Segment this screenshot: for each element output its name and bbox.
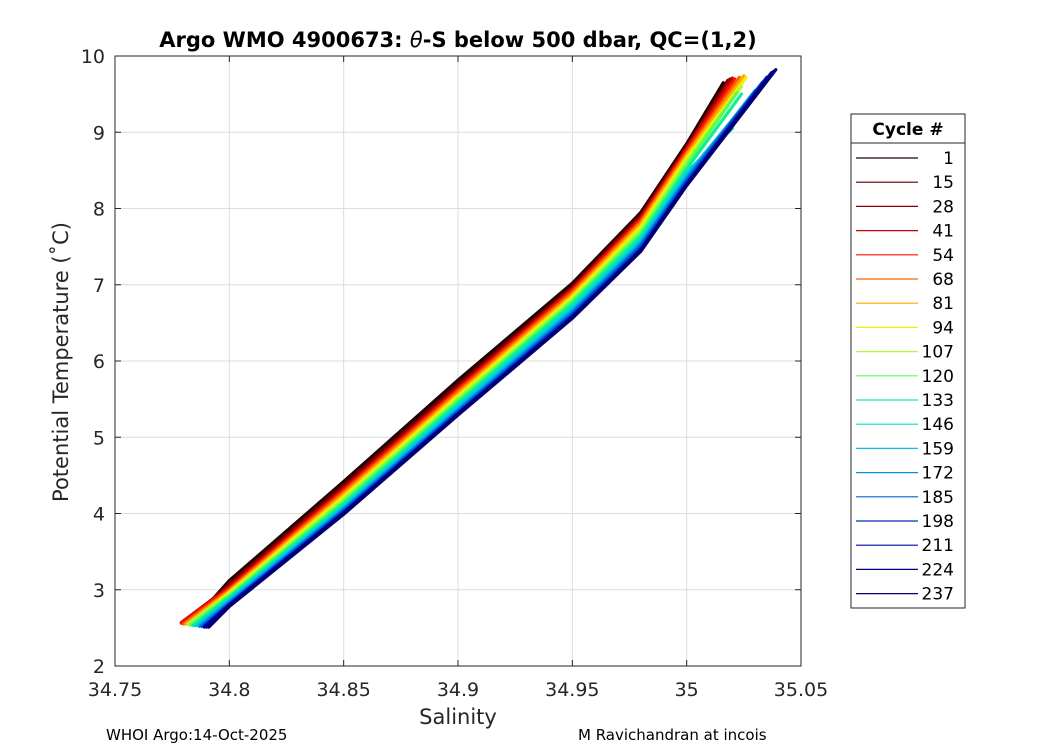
- x-tick-label: 34.75: [88, 679, 142, 701]
- legend-label: 198: [922, 512, 954, 532]
- y-tick-label: 2: [93, 656, 105, 678]
- legend-label: 81: [932, 294, 954, 314]
- legend-label: 54: [932, 246, 954, 266]
- chart-title-suffix: -S below 500 dbar, QC=(1,2): [423, 28, 757, 52]
- chart-title-prefix: Argo WMO 4900673:: [159, 28, 410, 52]
- x-axis-ticks: 34.75 34.8 34.85 34.9 34.95 35 35.05: [88, 56, 828, 701]
- legend-label: 224: [922, 560, 954, 580]
- legend-box: [850, 113, 966, 609]
- chart-title-theta: θ: [410, 28, 423, 52]
- y-tick-label: 10: [81, 46, 105, 68]
- y-tick-label: 3: [93, 580, 105, 602]
- y-axis-label: Potential Temperature (˚C): [49, 222, 73, 502]
- legend-label: 28: [932, 197, 954, 217]
- legend-label: 146: [922, 415, 954, 435]
- footer-left: WHOI Argo:14-Oct-2025: [106, 726, 288, 744]
- y-tick-label: 4: [93, 504, 105, 526]
- legend-label: 41: [932, 222, 954, 242]
- legend-label: 237: [922, 585, 954, 605]
- legend-label: 185: [922, 488, 954, 508]
- legend-label: 120: [922, 367, 954, 387]
- legend-label: 68: [932, 270, 954, 290]
- series-line-cycle-81: [184, 74, 746, 626]
- y-tick-label: 9: [93, 122, 105, 144]
- footer-right: M Ravichandran at incois: [578, 726, 767, 744]
- legend-title: Cycle #: [872, 120, 943, 140]
- legend-label: 1: [943, 149, 954, 169]
- legend-label: 94: [932, 318, 954, 338]
- x-tick-label: 35: [675, 679, 699, 701]
- y-tick-label: 7: [93, 275, 105, 297]
- legend-label: 107: [922, 343, 954, 363]
- series-line-cycle-237: [207, 68, 778, 629]
- legend-items: 1 15 28 41 54 68 81 94 107 120 133 146 159 172 185 198 2…: [856, 149, 954, 605]
- x-tick-label: 34.95: [545, 679, 599, 701]
- legend-label: 15: [932, 173, 954, 193]
- x-axis-label: Salinity: [419, 705, 497, 729]
- series-line-cycle-41: [179, 76, 735, 625]
- x-tick-label: 35.05: [774, 679, 828, 701]
- y-tick-label: 8: [93, 199, 105, 221]
- series-line-cycle-28: [182, 77, 732, 625]
- x-tick-label: 34.8: [208, 679, 250, 701]
- legend-label: 172: [922, 464, 954, 484]
- legend-label: 159: [922, 439, 954, 459]
- plot-series: [179, 68, 778, 629]
- legend: Cycle # 1 15 28 41 54 68 81 94 107 120 133 146 159 17…: [850, 113, 966, 609]
- x-tick-label: 34.9: [437, 679, 479, 701]
- y-tick-label: 5: [93, 427, 105, 449]
- series-line-cycle-68: [182, 75, 741, 626]
- legend-label: 133: [922, 391, 954, 411]
- chart-title: Argo WMO 4900673: θ-S below 500 dbar, QC…: [159, 28, 756, 52]
- y-tick-label: 6: [93, 351, 105, 373]
- x-tick-label: 34.85: [316, 679, 370, 701]
- y-axis-ticks: 2 3 4 5 6 7 8 9 10: [81, 46, 801, 678]
- legend-label: 211: [922, 536, 954, 556]
